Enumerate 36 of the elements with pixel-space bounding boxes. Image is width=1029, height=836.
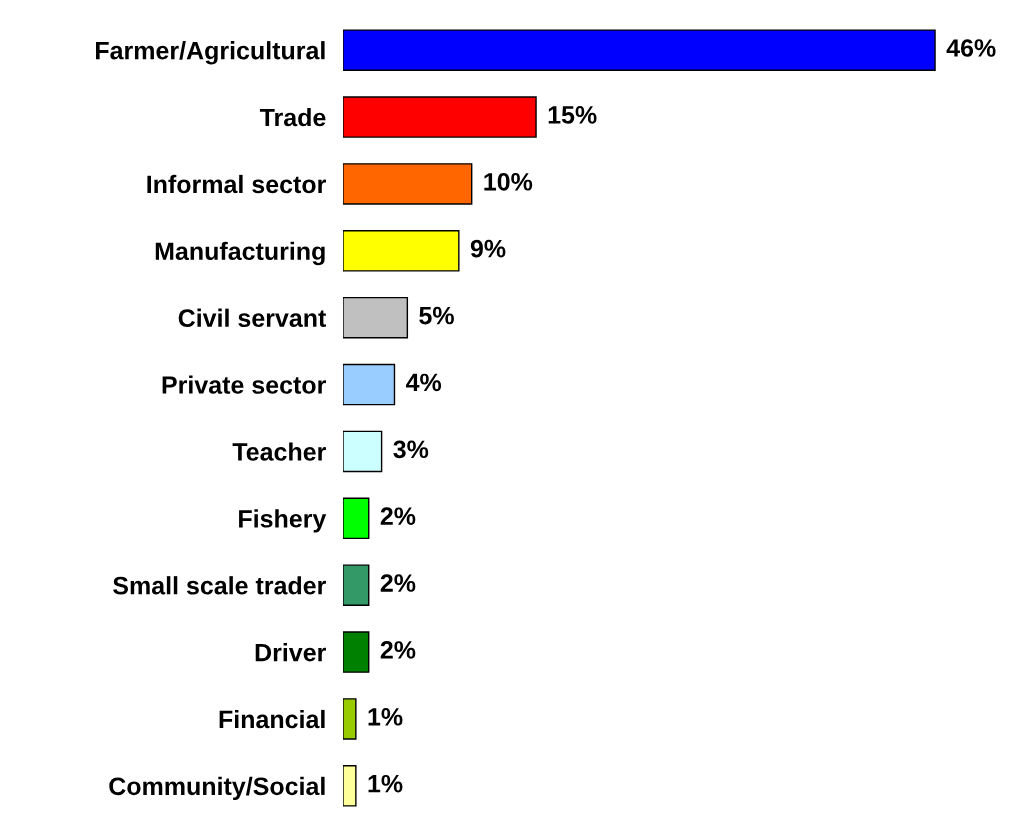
y-tick-label: Informal sector [147,174,326,194]
y-tick-label: Fishery [239,509,327,533]
data-label: 10% [484,172,533,191]
bar [343,163,473,205]
bar [343,564,370,606]
data-label: 5% [419,306,454,325]
data-label: 4% [405,373,442,392]
y-tick-label: Community/Social [109,776,325,801]
y-tick-label: Civil servant [178,308,327,327]
y-tick-label: Farmer/Agricultural [96,41,325,65]
bar [343,631,370,673]
bar [343,29,936,71]
bar [343,430,383,473]
y-tick-label: Private sector [162,375,326,394]
bar [343,698,357,740]
data-label: 1% [368,774,403,793]
data-label: 3% [393,440,429,459]
bar [343,230,460,272]
data-label: 15% [548,106,597,124]
y-tick-label: Teacher [232,442,326,461]
y-tick-label: Driver [255,643,326,662]
data-label: 46% [946,39,996,57]
y-tick-label: Trade [259,107,326,127]
bar [343,497,370,540]
bar [343,296,409,339]
y-tick-label: Financial [219,709,325,729]
y-tick-label: Manufacturing [155,241,325,266]
bar [343,765,357,807]
data-label: 2% [380,507,416,525]
data-label: 2% [380,574,416,592]
data-label: 2% [380,641,416,659]
data-label: 9% [470,239,506,258]
y-tick-label: Small scale trader [113,576,326,595]
bar [343,363,396,406]
bar [343,96,537,138]
data-label: 1% [368,708,403,726]
